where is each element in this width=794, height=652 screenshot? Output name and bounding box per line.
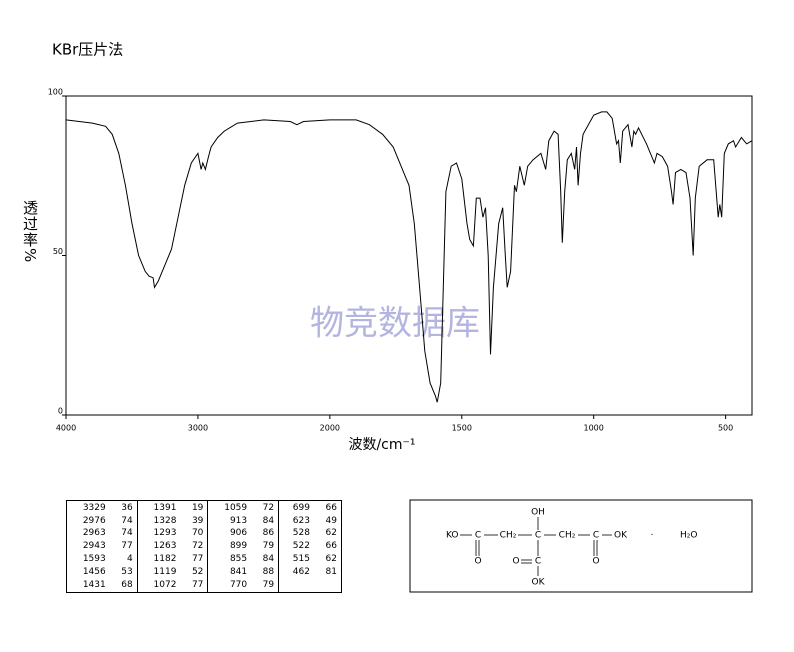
peak-transmittance: 39 xyxy=(180,514,209,527)
atom: O xyxy=(592,557,599,567)
peak-transmittance: 72 xyxy=(180,539,209,553)
peak-wavenumber: 899 xyxy=(229,541,248,552)
peak-row: 2976 74 1328 39 913 84 623 49 xyxy=(67,514,342,527)
atom: CH₂ xyxy=(559,531,576,541)
peak-transmittance: 79 xyxy=(251,539,280,553)
peak-transmittance: 77 xyxy=(109,539,138,553)
peak-wavenumber: 1293 xyxy=(153,528,177,539)
peak-transmittance: 77 xyxy=(180,578,209,593)
peak-wavenumber: 623 xyxy=(292,515,310,526)
peak-wavenumber: 699 xyxy=(292,502,310,513)
peak-wavenumber: 1456 xyxy=(82,567,106,578)
x-tick-label: 1000 xyxy=(584,424,604,433)
peak-row: 2963 74 1293 70 906 86 528 62 xyxy=(67,527,342,540)
peak-transmittance: 79 xyxy=(251,578,280,593)
x-axis-label: 波数/cm⁻¹ xyxy=(348,437,415,453)
peak-transmittance: 66 xyxy=(325,502,337,513)
peak-wavenumber: 462 xyxy=(292,567,310,578)
x-tick-label: 500 xyxy=(718,424,733,433)
peak-transmittance: 4 xyxy=(109,552,138,566)
peak-transmittance: 74 xyxy=(109,527,138,540)
peak-wavenumber: 3329 xyxy=(82,502,106,513)
atom: C xyxy=(535,557,541,567)
peak-wavenumber: 1182 xyxy=(153,554,177,565)
watermark: 物竞数据库 xyxy=(310,304,480,344)
peak-transmittance: 88 xyxy=(251,565,280,579)
peak-wavenumber: 522 xyxy=(292,541,310,552)
atom: H₂O xyxy=(680,531,697,541)
peak-wavenumber: 906 xyxy=(229,528,248,539)
atom: OK xyxy=(532,578,546,588)
x-tick-label: 1500 xyxy=(452,424,472,433)
peak-wavenumber: 1119 xyxy=(153,567,177,578)
peak-transmittance: 84 xyxy=(251,552,280,566)
peak-transmittance: 81 xyxy=(325,567,337,578)
peak-row: 1593 4 1182 77 855 84 515 62 xyxy=(67,552,342,566)
structure-frame xyxy=(409,499,753,593)
atom: O xyxy=(512,557,519,567)
peak-transmittance: 86 xyxy=(251,527,280,540)
peak-row: 3329 36 1391 19 1059 72 699 66 xyxy=(67,500,342,515)
y-tick-label: 0 xyxy=(58,407,63,416)
peak-wavenumber: 855 xyxy=(229,554,248,565)
peak-table: 3329 36 1391 19 1059 72 699 66 2976 74 1328 39 913 84… xyxy=(66,500,342,593)
y-tick-label: 50 xyxy=(53,247,63,256)
peak-transmittance: 66 xyxy=(325,541,337,552)
atom: O xyxy=(474,557,481,567)
peak-wavenumber: 1431 xyxy=(82,580,106,591)
peak-transmittance: 68 xyxy=(109,578,138,593)
peak-transmittance: 62 xyxy=(325,554,337,565)
peak-wavenumber: 515 xyxy=(292,554,310,565)
atom: KO xyxy=(446,531,459,541)
x-tick-label: 2000 xyxy=(320,424,340,433)
atom: CH₂ xyxy=(500,531,517,541)
atom: C xyxy=(475,531,481,541)
peak-wavenumber: 2963 xyxy=(82,528,106,539)
peak-transmittance: 70 xyxy=(180,527,209,540)
peak-wavenumber: 841 xyxy=(229,567,248,578)
structure xyxy=(460,517,612,576)
peak-wavenumber: 1263 xyxy=(153,541,177,552)
atom: OK xyxy=(614,531,628,541)
peak-transmittance: 52 xyxy=(180,565,209,579)
atom: · xyxy=(651,531,654,541)
peak-transmittance: 49 xyxy=(325,515,337,526)
peak-wavenumber: 1072 xyxy=(153,580,177,591)
peak-wavenumber: 2943 xyxy=(82,541,106,552)
x-tick-label: 4000 xyxy=(56,424,76,433)
chart-title: KBr压片法 xyxy=(52,41,123,59)
y-axis-label: 透过率% xyxy=(21,200,39,264)
peak-wavenumber xyxy=(279,579,314,593)
atom: OH xyxy=(531,508,545,518)
peak-wavenumber: 1391 xyxy=(153,502,177,513)
peak-wavenumber: 528 xyxy=(292,528,310,539)
peak-transmittance: 72 xyxy=(251,500,280,515)
peak-row: 2943 77 1263 72 899 79 522 66 xyxy=(67,539,342,553)
peak-wavenumber: 770 xyxy=(229,580,248,591)
peak-transmittance: 53 xyxy=(109,565,138,579)
peak-transmittance xyxy=(314,579,342,593)
peak-wavenumber: 913 xyxy=(229,515,248,526)
atom: C xyxy=(593,531,599,541)
peak-wavenumber: 1328 xyxy=(153,515,177,526)
y-tick-label: 100 xyxy=(48,88,63,97)
peak-transmittance: 62 xyxy=(325,528,337,539)
x-tick-label: 3000 xyxy=(188,424,208,433)
peak-transmittance: 77 xyxy=(180,552,209,566)
atom: C xyxy=(535,531,541,541)
peak-transmittance: 36 xyxy=(109,500,138,515)
peak-transmittance: 19 xyxy=(180,500,209,515)
peak-row: 1431 68 1072 77 770 79 xyxy=(67,578,342,593)
peak-transmittance: 74 xyxy=(109,514,138,527)
peak-transmittance: 84 xyxy=(251,514,280,527)
peak-wavenumber: 1059 xyxy=(224,502,248,513)
spectrum-line xyxy=(65,111,753,403)
peak-row: 1456 53 1119 52 841 88 462 81 xyxy=(67,565,342,579)
peak-wavenumber: 1593 xyxy=(82,554,106,565)
peak-wavenumber: 2976 xyxy=(82,515,106,526)
